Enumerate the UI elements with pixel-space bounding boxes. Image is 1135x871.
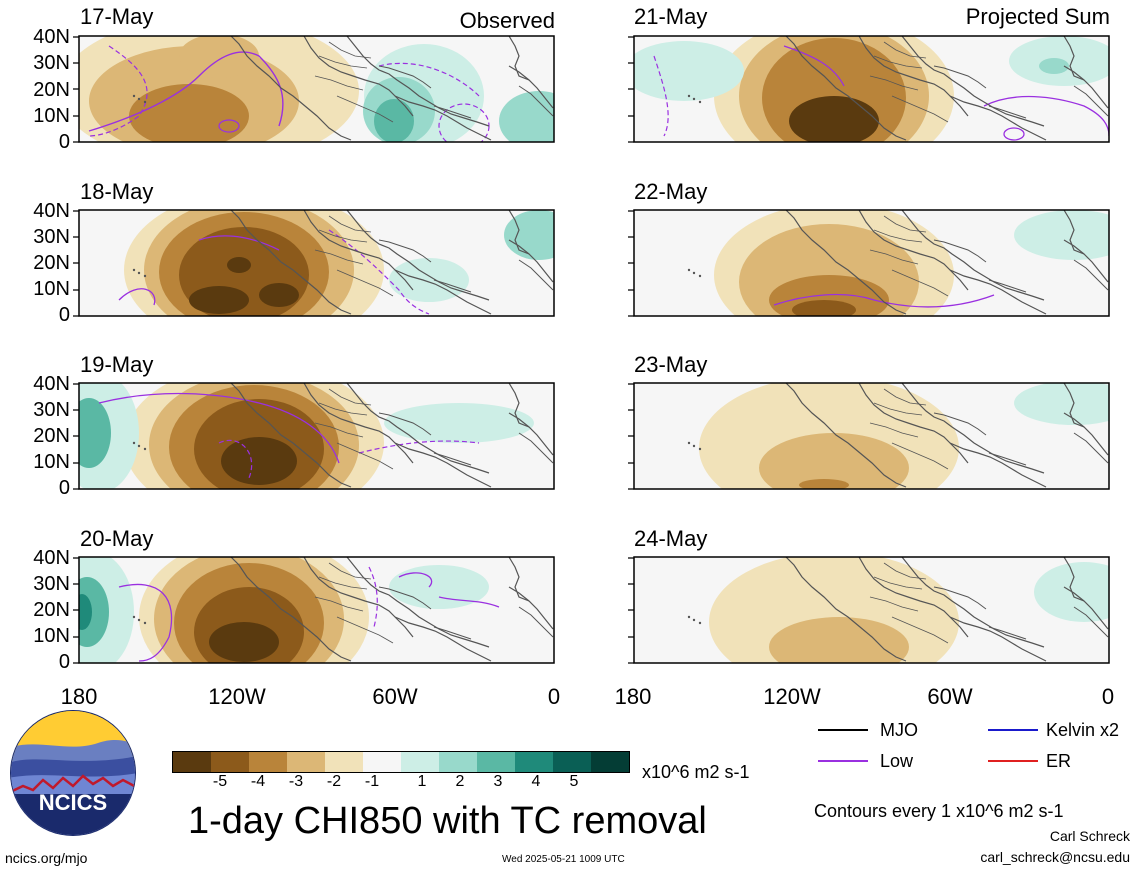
- panel-date-label: 18-May: [80, 179, 154, 204]
- x-tick-label: 0: [547, 684, 561, 709]
- y-tick-label: 0: [58, 304, 70, 326]
- footer-url: ncics.org/mjo: [5, 850, 88, 866]
- colorbar-swatch: [363, 752, 401, 772]
- y-tick-label: 20N: [33, 599, 70, 621]
- x-tick-label: 60W: [372, 684, 418, 709]
- colorbar-swatch: [173, 752, 211, 772]
- x-tick-label: 180: [614, 684, 652, 709]
- panel-date-label: 24-May: [634, 526, 708, 551]
- legend-label-mjo: MJO: [880, 720, 918, 740]
- y-tick-label: 20N: [33, 79, 70, 101]
- colorbar-label: 4: [531, 773, 541, 790]
- y-tick-label: 0: [58, 477, 70, 499]
- legend-label-er: ER: [1046, 751, 1072, 771]
- footer-author: Carl Schreck: [1049, 828, 1130, 844]
- colorbar-swatch: [477, 752, 515, 772]
- colorbar-label: -3: [288, 773, 304, 790]
- map-panel-projected-23-may: [633, 382, 1110, 490]
- colorbar-swatch: [325, 752, 363, 772]
- colorbar-swatch: [211, 752, 249, 772]
- colorbar-swatch: [553, 752, 591, 772]
- y-tick-label: 0: [58, 131, 70, 153]
- colorbar-units: x10^6 m2 s-1: [642, 762, 750, 782]
- y-tick-label: 10N: [33, 451, 70, 473]
- panel-date-label: 22-May: [634, 179, 708, 204]
- map-panel-observed-19-may: [78, 382, 555, 490]
- legend-line-mjo: [818, 729, 868, 731]
- y-tick-label: 30N: [33, 226, 70, 248]
- observed-column-title: Observed: [459, 8, 555, 33]
- x-tick-label: 180: [60, 684, 98, 709]
- x-tick-label: 60W: [927, 684, 973, 709]
- colorbar-label: -4: [250, 773, 266, 790]
- colorbar-label: 5: [569, 773, 579, 790]
- y-tick-label: 10N: [33, 625, 70, 647]
- map-panel-observed-18-may: [78, 209, 555, 317]
- colorbar-label: 3: [493, 773, 503, 790]
- contour-note: Contours every 1 x10^6 m2 s-1: [814, 801, 1064, 821]
- map-panel-projected-24-may: [633, 556, 1110, 664]
- legend-line-kelvin: [988, 729, 1038, 731]
- colorbar-swatch: [287, 752, 325, 772]
- map-panel-observed-17-may: [78, 35, 555, 143]
- colorbar-swatch: [439, 752, 477, 772]
- x-tick-label: 120W: [763, 684, 821, 709]
- projected-column-title: Projected Sum: [965, 4, 1110, 29]
- x-tick-label: 0: [1101, 684, 1115, 709]
- legend-label-kelvin: Kelvin x2: [1046, 720, 1120, 740]
- y-tick-label: 10N: [33, 105, 70, 127]
- y-tick-label: 20N: [33, 252, 70, 274]
- figure-title: 1-day CHI850 with TC removal: [188, 800, 707, 842]
- footer-email: carl_schreck@ncsu.edu: [980, 849, 1130, 865]
- legend-label-low: Low: [880, 751, 914, 771]
- y-tick-label: 40N: [33, 373, 70, 395]
- logo-text: NCICS: [39, 790, 107, 815]
- ncics-logo: NCICS: [8, 708, 138, 838]
- colorbar-swatch: [249, 752, 287, 772]
- legend-line-low: [818, 760, 868, 762]
- colorbar-label: -1: [364, 773, 380, 790]
- panel-date-label: 17-May: [80, 4, 154, 29]
- y-tick-label: 20N: [33, 425, 70, 447]
- panel-date-label: 21-May: [634, 4, 708, 29]
- map-panel-projected-22-may: [633, 209, 1110, 317]
- panel-date-label: 23-May: [634, 352, 708, 377]
- y-tick-label: 10N: [33, 278, 70, 300]
- colorbar-label: 2: [455, 773, 465, 790]
- ncics-logo-icon: NCICS: [10, 710, 136, 836]
- panel-date-label: 19-May: [80, 352, 154, 377]
- colorbar-swatch: [591, 752, 629, 772]
- y-tick-label: 30N: [33, 573, 70, 595]
- y-tick-label: 40N: [33, 200, 70, 222]
- map-panel-observed-20-may: [78, 556, 555, 664]
- colorbar-swatch: [515, 752, 553, 772]
- footer-timestamp: Wed 2025-05-21 1009 UTC: [502, 854, 625, 865]
- x-tick-label: 120W: [208, 684, 266, 709]
- colorbar-label: -5: [212, 773, 228, 790]
- map-panel-projected-21-may: [633, 35, 1110, 143]
- y-tick-label: 0: [58, 651, 70, 673]
- panel-date-label: 20-May: [80, 526, 154, 551]
- y-tick-label: 40N: [33, 26, 70, 48]
- colorbar: [172, 751, 630, 773]
- colorbar-swatch: [401, 752, 439, 772]
- y-tick-label: 40N: [33, 547, 70, 569]
- y-tick-label: 30N: [33, 399, 70, 421]
- y-tick-label: 30N: [33, 52, 70, 74]
- colorbar-label: 1: [417, 773, 427, 790]
- legend-line-er: [988, 760, 1038, 762]
- colorbar-label: -2: [326, 773, 342, 790]
